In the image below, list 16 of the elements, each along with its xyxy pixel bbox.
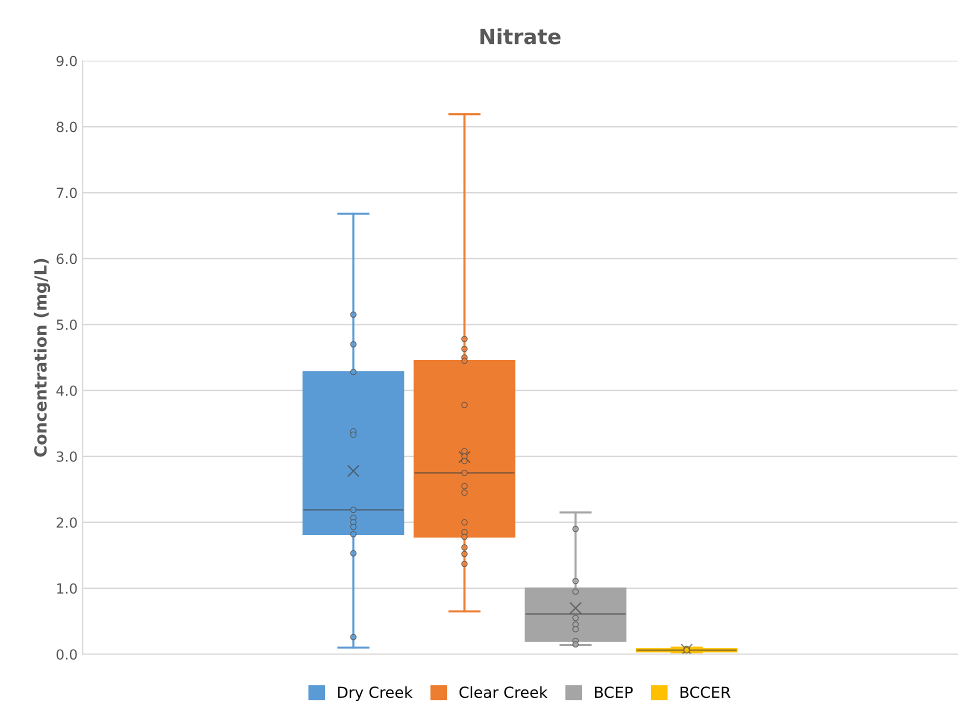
- y-tick-label: 8.0: [56, 122, 77, 132]
- y-tick-label: 3.0: [56, 451, 77, 462]
- chart-title: Nitrate: [480, 28, 560, 44]
- legend-label: BCCER: [680, 686, 730, 698]
- legend-label: Dry Creek: [338, 686, 413, 702]
- y-tick-label: 5.0: [56, 320, 77, 330]
- y-axis-title: Concentration (mg/L): [34, 258, 50, 457]
- legend-label: BCEP: [595, 686, 633, 698]
- y-tick-label: 9.0: [56, 56, 77, 66]
- y-tick-label: 4.0: [56, 385, 77, 396]
- y-tick-label: 0.0: [56, 649, 77, 660]
- y-tick-label: 7.0: [56, 188, 77, 198]
- y-tick-label: 1.0: [57, 583, 77, 594]
- y-tick-label: 2.0: [56, 517, 77, 528]
- y-tick-label: 6.0: [56, 254, 77, 264]
- legend-label: Clear Creek: [459, 686, 548, 698]
